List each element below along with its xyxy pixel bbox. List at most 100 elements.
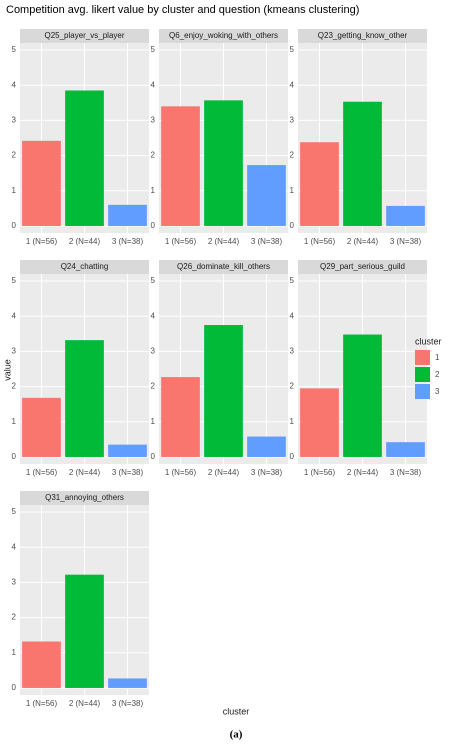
y-tick-label: 3 [290, 347, 295, 356]
x-tick-label: 3 (N=38) [251, 237, 283, 246]
y-tick-label: 4 [290, 80, 295, 89]
x-tick-label: 3 (N=38) [112, 237, 144, 246]
x-tick-label: 1 (N=56) [304, 468, 336, 477]
bar [22, 140, 61, 226]
y-tick-label: 3 [151, 116, 156, 125]
strip [298, 29, 427, 43]
x-tick-label: 2 (N=44) [208, 468, 240, 477]
strip [159, 260, 288, 274]
strip [298, 260, 427, 274]
x-tick-label: 3 (N=38) [251, 468, 283, 477]
bar [204, 325, 243, 457]
bar [108, 678, 147, 688]
y-tick-label: 3 [12, 578, 17, 587]
y-tick-label: 5 [12, 45, 17, 54]
y-tick-label: 1 [290, 186, 295, 195]
y-tick-label: 2 [12, 382, 17, 391]
y-tick-label: 2 [12, 613, 17, 622]
y-tick-label: 0 [151, 452, 156, 461]
bar [300, 388, 339, 457]
y-tick-label: 4 [151, 311, 156, 320]
x-tick-label: 2 (N=44) [347, 468, 379, 477]
y-tick-label: 4 [151, 80, 156, 89]
bar [343, 334, 382, 457]
bar [65, 574, 104, 688]
bar [22, 641, 61, 688]
legend-label: 3 [435, 387, 440, 396]
y-tick-label: 5 [151, 276, 156, 285]
y-tick-label: 3 [12, 347, 17, 356]
x-tick-label: 2 (N=44) [69, 699, 101, 708]
y-tick-label: 5 [290, 45, 295, 54]
legend-label: 1 [435, 353, 440, 362]
legend-label: 2 [435, 370, 440, 379]
strip [20, 29, 149, 43]
bar [247, 436, 286, 457]
y-tick-label: 5 [12, 276, 17, 285]
bar [343, 101, 382, 226]
facet-title: Q25_player_vs_player [44, 31, 124, 40]
caption: (a) [230, 729, 243, 741]
x-tick-label: 1 (N=56) [165, 468, 197, 477]
bar [22, 397, 61, 457]
legend-key [415, 367, 430, 382]
y-tick-label: 2 [290, 382, 295, 391]
bar [65, 340, 104, 457]
y-tick-label: 2 [151, 382, 156, 391]
y-tick-label: 4 [12, 80, 17, 89]
chart-title: Competition avg. likert value by cluster… [6, 4, 359, 16]
y-tick-label: 0 [12, 683, 17, 692]
y-tick-label: 4 [12, 311, 17, 320]
y-tick-label: 0 [290, 221, 295, 230]
bar [247, 165, 286, 226]
y-tick-label: 4 [290, 311, 295, 320]
y-tick-label: 1 [12, 417, 17, 426]
bar [386, 205, 425, 226]
bar [300, 142, 339, 226]
x-tick-label: 3 (N=38) [112, 468, 144, 477]
y-tick-label: 3 [151, 347, 156, 356]
facet-title: Q23_getting_know_other [318, 31, 408, 40]
strip [20, 491, 149, 505]
bar [386, 442, 425, 457]
x-tick-label: 1 (N=56) [26, 237, 58, 246]
legend-title: cluster [415, 336, 442, 346]
bar [161, 377, 200, 457]
legend-key [415, 384, 430, 399]
y-tick-label: 0 [12, 452, 17, 461]
x-tick-label: 1 (N=56) [304, 237, 336, 246]
facet-title: Q31_annoying_others [45, 493, 124, 502]
facet-title: Q26_dominate_kill_others [177, 262, 270, 271]
y-tick-label: 2 [151, 151, 156, 160]
x-tick-label: 2 (N=44) [208, 237, 240, 246]
y-tick-label: 0 [151, 221, 156, 230]
x-tick-label: 3 (N=38) [390, 468, 422, 477]
y-tick-label: 0 [290, 452, 295, 461]
y-tick-label: 5 [12, 507, 17, 516]
x-tick-label: 1 (N=56) [165, 237, 197, 246]
bar [204, 100, 243, 226]
bar [108, 444, 147, 457]
facet-title: Q6_enjoy_woking_with_others [169, 31, 278, 40]
bar [108, 204, 147, 226]
y-tick-label: 3 [290, 116, 295, 125]
x-tick-label: 2 (N=44) [347, 237, 379, 246]
facet-title: Q29_part_serious_guild [320, 262, 405, 271]
x-tick-label: 2 (N=44) [69, 468, 101, 477]
x-tick-label: 3 (N=38) [390, 237, 422, 246]
strip [20, 260, 149, 274]
facet-title: Q24_chatting [61, 262, 109, 271]
x-tick-label: 1 (N=56) [26, 699, 58, 708]
y-axis-label: value [2, 359, 12, 381]
y-tick-label: 4 [12, 542, 17, 551]
y-tick-label: 1 [151, 186, 156, 195]
y-tick-label: 1 [151, 417, 156, 426]
y-tick-label: 2 [12, 151, 17, 160]
y-tick-label: 5 [151, 45, 156, 54]
y-tick-label: 0 [12, 221, 17, 230]
legend-key [415, 350, 430, 365]
bar [161, 106, 200, 226]
x-tick-label: 1 (N=56) [26, 468, 58, 477]
bar [65, 90, 104, 226]
